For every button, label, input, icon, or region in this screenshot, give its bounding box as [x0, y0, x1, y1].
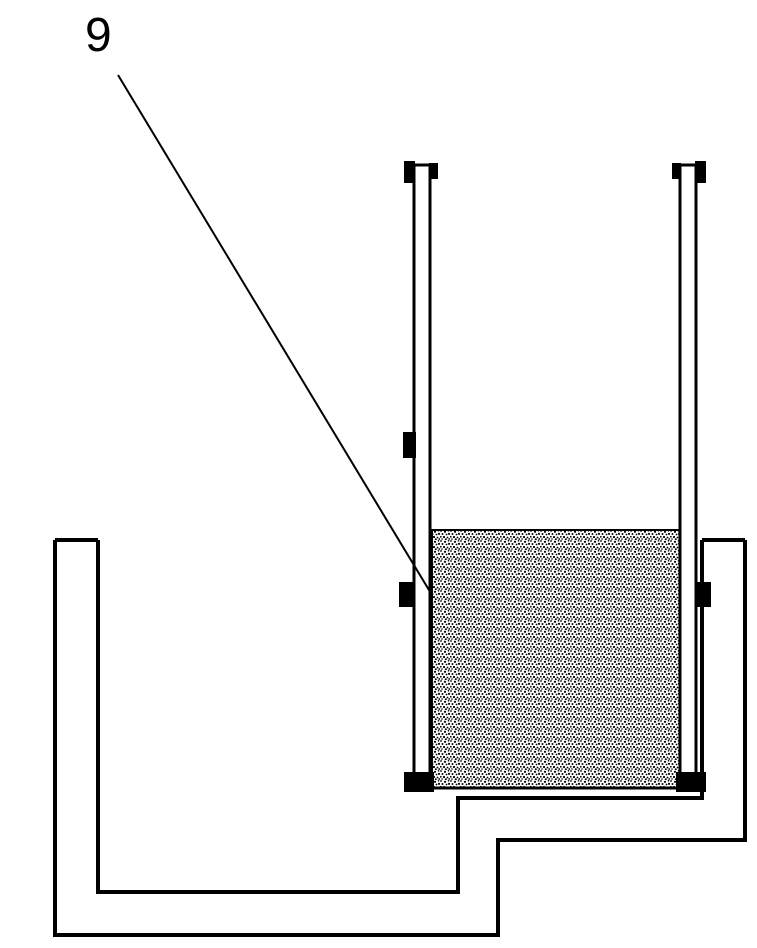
- callout-label-9: 9: [85, 8, 112, 63]
- diagram-svg: [0, 0, 757, 948]
- technical-diagram: 9: [0, 0, 757, 948]
- callout-leader: [118, 75, 432, 595]
- fill-material: [432, 530, 680, 788]
